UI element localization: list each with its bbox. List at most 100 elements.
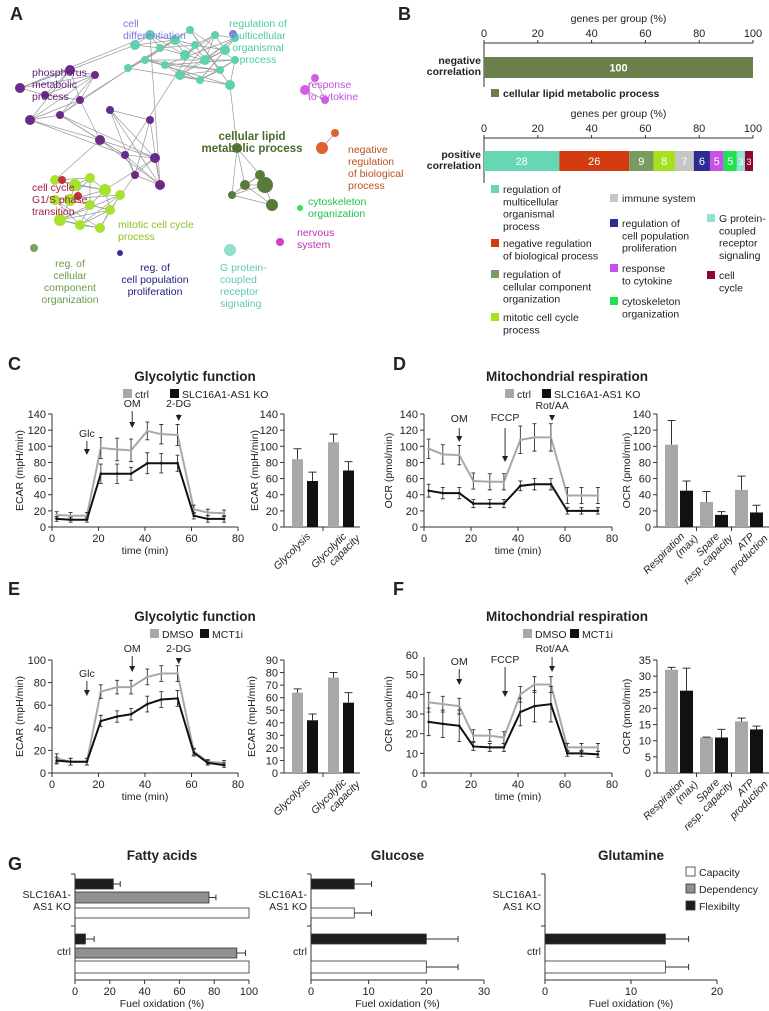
x-tick-label: 40 (585, 28, 597, 40)
bar (307, 720, 318, 773)
network-edge (314, 77, 326, 101)
data-point (115, 715, 119, 718)
legend-label: cellular lipid metabolic process (503, 88, 660, 100)
network-node-teal (141, 56, 149, 64)
network-edge (69, 69, 81, 101)
annotation-label: OM (124, 643, 141, 655)
legend-label-line: process (503, 324, 540, 336)
y-tick-label: 35 (639, 655, 651, 667)
y-tick-label: 20 (266, 743, 278, 755)
data-point (580, 509, 583, 513)
network-node-teal (211, 31, 219, 39)
legend-swatch (570, 629, 579, 638)
x-tick-label: 60 (185, 779, 197, 791)
error-bar (702, 490, 711, 502)
error-bar (665, 936, 690, 942)
network-edge (109, 109, 151, 121)
network-label-line: organization (308, 208, 365, 220)
y-tick-label: 20 (34, 745, 46, 757)
group-label: ctrl (57, 946, 71, 958)
error-bar (354, 910, 373, 916)
x-tick-label: 40 (585, 123, 597, 135)
network-edge (54, 199, 81, 226)
network-node-purple (65, 65, 75, 75)
y-axis-title: OCR (pmol/min) (383, 433, 395, 509)
series-line-control (56, 672, 225, 764)
network-node-mito (64, 194, 76, 206)
bar-value-label: 28 (516, 156, 528, 168)
network-node-mito (115, 190, 125, 200)
y-tick-label: 50 (406, 670, 418, 682)
x-tick-label: 10 (363, 986, 375, 998)
network-label-line: metabolic (32, 79, 77, 91)
category-label-line: Glycolysis (271, 530, 313, 572)
network-node-mito (95, 223, 105, 233)
data-point (159, 672, 163, 675)
y-tick-label: 0 (645, 768, 651, 780)
data-point (159, 461, 163, 465)
panel-label: G (8, 854, 22, 874)
y-tick-label: 140 (28, 409, 46, 421)
x-tick-label: 20 (532, 28, 544, 40)
group-label: ctrl (527, 946, 541, 958)
row-label-line: correlation (427, 66, 481, 78)
arrow-head-icon (502, 456, 509, 462)
network-node-purple (41, 91, 49, 99)
error-bar (308, 713, 317, 721)
network-label-line: process (240, 54, 277, 66)
network-edge (29, 99, 81, 121)
legend-label-line: response (622, 263, 665, 275)
legend-label-line: proliferation (622, 243, 677, 255)
legend-label-line: organization (503, 294, 560, 306)
y-tick-label: 10 (406, 748, 418, 760)
chart-title: Glutamine (598, 848, 665, 863)
y-tick-label: 100 (28, 655, 46, 667)
network-node-teal (170, 35, 180, 45)
data-point (472, 502, 475, 505)
x-tick-label: 0 (421, 779, 427, 791)
data-point (502, 480, 506, 484)
x-tick-label: 80 (693, 123, 705, 135)
bar-value-label: 8 (661, 156, 667, 168)
network-node-mito (99, 184, 111, 196)
y-tick-label: 140 (400, 409, 418, 421)
error-bar (667, 419, 676, 445)
network-label-line: coupled (220, 274, 257, 286)
network-label-line: reg. of (140, 262, 170, 274)
y-tick-label: 0 (272, 768, 278, 780)
y-tick-label: 25 (639, 687, 651, 699)
network-edge (236, 147, 246, 186)
annotation-label: Glc (79, 668, 95, 680)
error-bar (344, 461, 353, 471)
data-point (85, 760, 89, 763)
category-label: Glycolyticcapacity (309, 524, 363, 578)
panel-label: F (393, 579, 404, 599)
data-point (146, 675, 149, 679)
x-tick-label: 40 (512, 533, 524, 545)
y-tick-label: 40 (34, 723, 46, 735)
group-label: SLC16A1-AS1 KO (493, 889, 542, 913)
bar-flexibility (74, 933, 86, 945)
legend-label-line: regulation of (622, 218, 680, 230)
bar-segment (709, 151, 724, 171)
network-label-line: phosphorus (32, 67, 87, 79)
network-edge (29, 119, 101, 141)
legend-swatch (491, 89, 499, 97)
data-point (115, 472, 119, 476)
network-label-line: reg. of (55, 258, 85, 270)
legend-label: cell cycle (719, 270, 743, 294)
network-node (276, 238, 284, 246)
data-point (441, 453, 445, 456)
y-tick-label: 100 (28, 441, 46, 453)
data-point (55, 517, 58, 521)
y-tick-label: 0 (40, 768, 46, 780)
x-tick-label: 0 (49, 779, 55, 791)
y-tick-label: 20 (34, 506, 46, 518)
data-point (566, 509, 569, 513)
x-tick-label: 60 (639, 28, 651, 40)
data-point (549, 482, 553, 486)
data-point (566, 746, 569, 749)
data-point (99, 719, 103, 723)
x-tick-label: 40 (138, 986, 150, 998)
legend-label-line: negative regulation (503, 238, 592, 250)
